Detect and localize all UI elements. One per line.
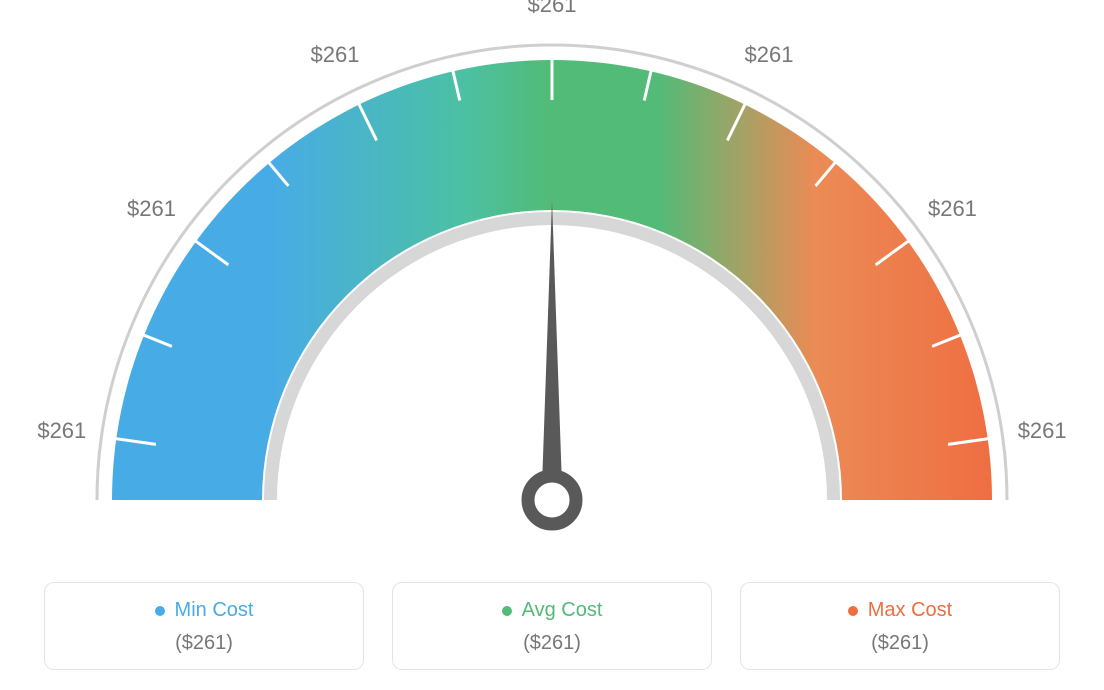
legend-row: Min Cost ($261) Avg Cost ($261) Max Cost… bbox=[0, 582, 1104, 670]
cost-gauge: $261 $261 $261 $261 $261 $261 $261 bbox=[0, 0, 1104, 560]
legend-max-value: ($261) bbox=[741, 632, 1059, 655]
gauge-tick-label: $261 bbox=[311, 42, 360, 68]
dot-icon bbox=[502, 606, 512, 616]
legend-avg: Avg Cost ($261) bbox=[392, 582, 712, 670]
legend-max: Max Cost ($261) bbox=[740, 582, 1060, 670]
gauge-tick-label: $261 bbox=[745, 42, 794, 68]
gauge-tick-label: $261 bbox=[1018, 418, 1067, 444]
gauge-tick-label: $261 bbox=[127, 196, 176, 222]
gauge-svg bbox=[0, 0, 1104, 560]
legend-avg-title: Avg Cost bbox=[502, 599, 603, 622]
gauge-tick-label: $261 bbox=[528, 0, 577, 18]
legend-min: Min Cost ($261) bbox=[44, 582, 364, 670]
legend-max-title: Max Cost bbox=[848, 599, 952, 622]
gauge-tick-label: $261 bbox=[37, 418, 86, 444]
gauge-tick-label: $261 bbox=[928, 196, 977, 222]
legend-avg-value: ($261) bbox=[393, 632, 711, 655]
dot-icon bbox=[848, 606, 858, 616]
legend-max-label: Max Cost bbox=[868, 599, 952, 622]
legend-avg-label: Avg Cost bbox=[522, 599, 603, 622]
dot-icon bbox=[155, 606, 165, 616]
legend-min-value: ($261) bbox=[45, 632, 363, 655]
legend-min-title: Min Cost bbox=[155, 599, 254, 622]
legend-min-label: Min Cost bbox=[175, 599, 254, 622]
